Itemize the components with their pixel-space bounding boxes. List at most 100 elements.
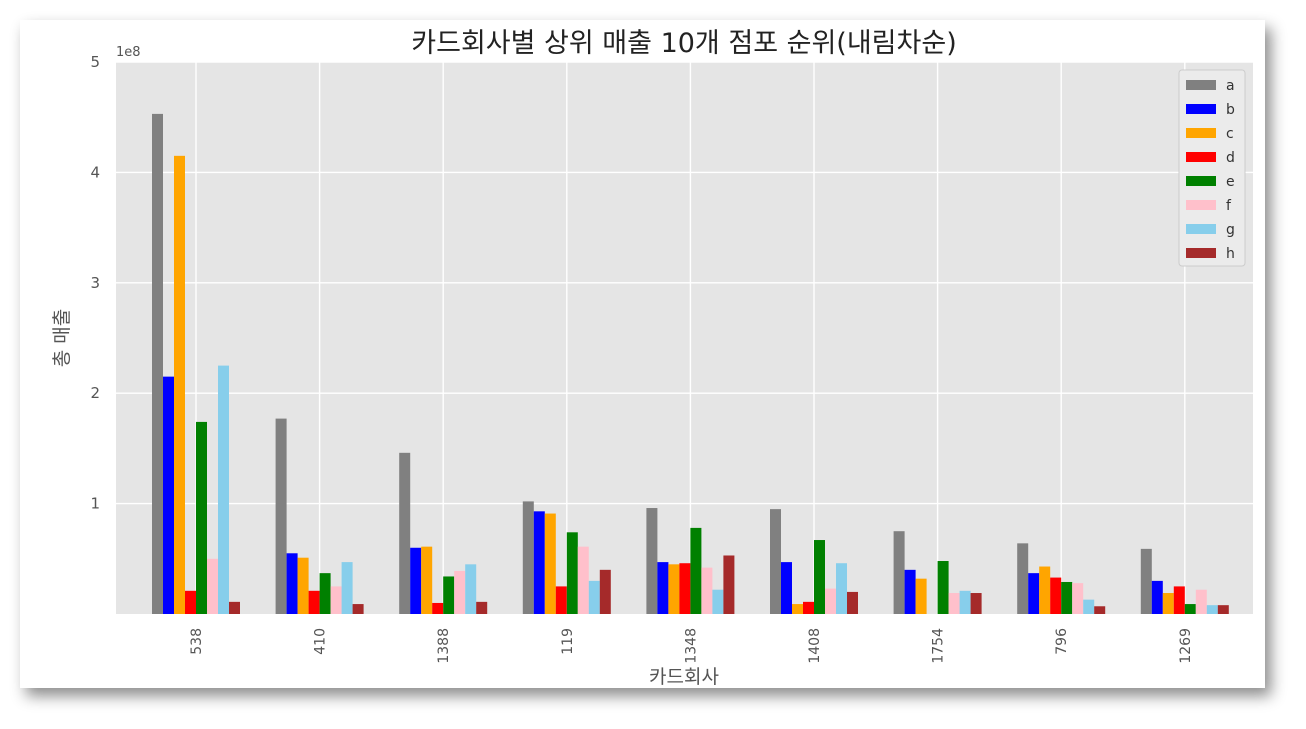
bar-h-796 — [1094, 606, 1106, 614]
x-ticks: 538 410 1388 119 1348 1408 1754 796 1269 — [189, 628, 1194, 664]
legend-label-f: f — [1226, 198, 1232, 214]
x-tick-label: 1269 — [1178, 628, 1194, 664]
bar-g-119 — [588, 580, 600, 614]
bar-g-796 — [1083, 599, 1095, 614]
bar-e-796 — [1061, 581, 1073, 614]
bar-f-1408 — [825, 588, 836, 614]
bar-c-1388 — [421, 546, 433, 614]
bar-a-119 — [522, 501, 534, 614]
bar-a-538 — [152, 113, 163, 614]
legend-label-h: h — [1226, 246, 1235, 262]
chart-title: 카드회사별 상위 매출 10개 점포 순위(내림차순) — [411, 28, 956, 59]
legend-swatch-a — [1186, 80, 1216, 90]
bar-c-410 — [297, 557, 309, 614]
bar-a-1754 — [893, 531, 905, 614]
bar-c-796 — [1039, 566, 1051, 614]
bar-e-1388 — [443, 576, 455, 614]
bar-b-538 — [163, 376, 174, 614]
bar-f-538 — [207, 558, 218, 614]
bar-c-119 — [544, 513, 556, 614]
bar-g-1388 — [465, 564, 477, 614]
legend-label-a: a — [1226, 78, 1235, 94]
plot-area — [116, 62, 1253, 614]
bar-b-410 — [286, 553, 298, 614]
bar-f-1388 — [454, 570, 466, 614]
bar-h-119 — [599, 569, 611, 614]
bar-f-410 — [330, 586, 342, 614]
legend-frame — [1178, 69, 1246, 267]
bar-b-1388 — [410, 547, 422, 614]
legend-swatch-h — [1186, 248, 1216, 258]
x-tick-label: 119 — [560, 628, 576, 655]
bars — [152, 113, 1229, 614]
bar-b-1754 — [904, 569, 916, 614]
bar-f-1348 — [701, 567, 713, 614]
bar-g-1408 — [836, 563, 847, 614]
legend-label-e: e — [1226, 174, 1235, 190]
x-tick-label: 1408 — [807, 628, 823, 664]
bar-g-1754 — [959, 590, 971, 614]
bar-a-1269 — [1140, 548, 1152, 614]
x-tick-label: 1388 — [436, 628, 452, 664]
figure-card: 카드회사별 상위 매출 10개 점포 순위(내림차순) 1 2 3 4 5 538 410… — [20, 20, 1265, 688]
bar-g-538 — [218, 365, 229, 614]
y-offset-label: 1e8 — [116, 45, 141, 60]
bar-b-1348 — [657, 562, 669, 614]
bar-h-1388 — [476, 601, 488, 614]
bar-h-410 — [352, 604, 364, 614]
legend-swatch-e — [1186, 176, 1216, 186]
legend-swatch-b — [1186, 104, 1216, 114]
bar-e-119 — [566, 532, 578, 614]
legend-swatch-f — [1186, 200, 1216, 210]
legend-label-g: g — [1226, 222, 1235, 238]
bar-d-1269 — [1173, 586, 1185, 614]
bar-f-1754 — [948, 593, 960, 614]
y-tick-label: 5 — [90, 53, 100, 71]
bar-d-119 — [555, 586, 567, 614]
bar-e-1754 — [937, 561, 949, 614]
grid-lines — [116, 61, 1253, 614]
y-tick-label: 3 — [90, 274, 100, 292]
bar-c-1269 — [1162, 593, 1174, 614]
bar-a-410 — [275, 418, 287, 614]
bar-h-1754 — [970, 593, 982, 614]
x-tick-label: 1348 — [683, 628, 699, 664]
y-tick-label: 2 — [90, 384, 100, 402]
bar-h-1269 — [1217, 605, 1229, 614]
y-axis-label: 총 매출 — [51, 309, 73, 367]
bar-c-1408 — [792, 604, 803, 614]
bar-e-1348 — [690, 527, 702, 614]
x-tick-label: 410 — [313, 628, 329, 655]
bar-b-119 — [533, 511, 545, 614]
x-axis-label: 카드회사 — [649, 666, 719, 688]
bar-g-1348 — [712, 589, 724, 614]
bar-chart: 카드회사별 상위 매출 10개 점포 순위(내림차순) 1 2 3 4 5 538 410… — [51, 28, 1253, 688]
bar-c-1754 — [915, 578, 927, 614]
bar-g-1269 — [1206, 605, 1218, 614]
bar-a-1388 — [399, 452, 411, 614]
bar-d-796 — [1050, 577, 1062, 614]
bar-f-796 — [1072, 583, 1084, 614]
bar-h-1408 — [847, 591, 858, 614]
bar-c-1348 — [668, 564, 680, 614]
legend-label-d: d — [1226, 150, 1235, 166]
bar-h-1348 — [723, 555, 735, 614]
bar-a-1408 — [770, 509, 781, 614]
bar-b-796 — [1028, 573, 1040, 614]
y-ticks: 1 2 3 4 5 — [90, 53, 100, 513]
bar-b-1408 — [781, 562, 792, 614]
legend-label-c: c — [1226, 126, 1234, 142]
x-tick-label: 538 — [189, 628, 205, 655]
bar-e-410 — [319, 573, 331, 614]
bar-h-538 — [229, 601, 240, 614]
bar-d-1408 — [803, 601, 814, 614]
legend-swatch-c — [1186, 128, 1216, 138]
bar-g-410 — [341, 562, 353, 614]
bar-c-538 — [174, 155, 185, 614]
bar-e-1408 — [814, 540, 825, 614]
bar-d-1388 — [432, 602, 444, 614]
y-tick-label: 1 — [90, 495, 100, 513]
legend-swatch-d — [1186, 152, 1216, 162]
bar-d-410 — [308, 590, 320, 614]
bar-e-1269 — [1184, 604, 1196, 614]
